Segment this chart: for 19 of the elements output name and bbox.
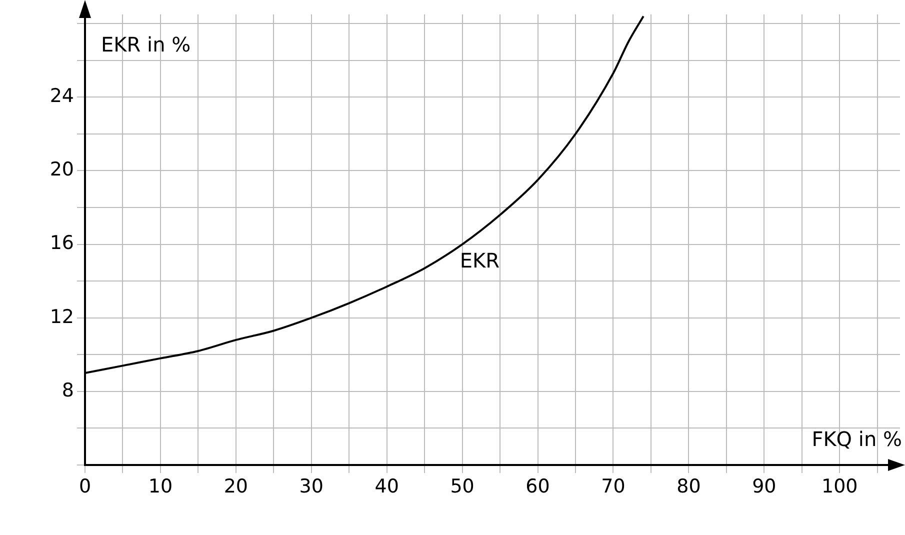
x-tick-label: 60 — [526, 475, 550, 498]
x-tick-label: 70 — [601, 475, 626, 498]
y-tick-label: 8 — [62, 379, 74, 402]
x-tick-label: 90 — [752, 475, 776, 498]
x-tick-label: 10 — [148, 475, 173, 498]
x-tick-label: 20 — [224, 475, 248, 498]
x-tick-label: 30 — [299, 475, 324, 498]
y-tick-label: 20 — [50, 158, 74, 181]
annotation: EKR — [460, 248, 500, 272]
y-axis-title: EKR in % — [101, 32, 191, 57]
x-tick-label: 40 — [374, 475, 399, 498]
y-tick-label: 24 — [50, 85, 74, 108]
x-tick-label: 80 — [676, 475, 701, 498]
x-tick-label: 0 — [78, 475, 92, 498]
y-tick-label: 12 — [50, 306, 74, 328]
x-tick-label: 100 — [821, 475, 858, 498]
x-tick-label: 50 — [450, 475, 474, 498]
y-tick-label: 16 — [50, 232, 74, 254]
x-axis-title: FKQ in % — [812, 427, 902, 452]
